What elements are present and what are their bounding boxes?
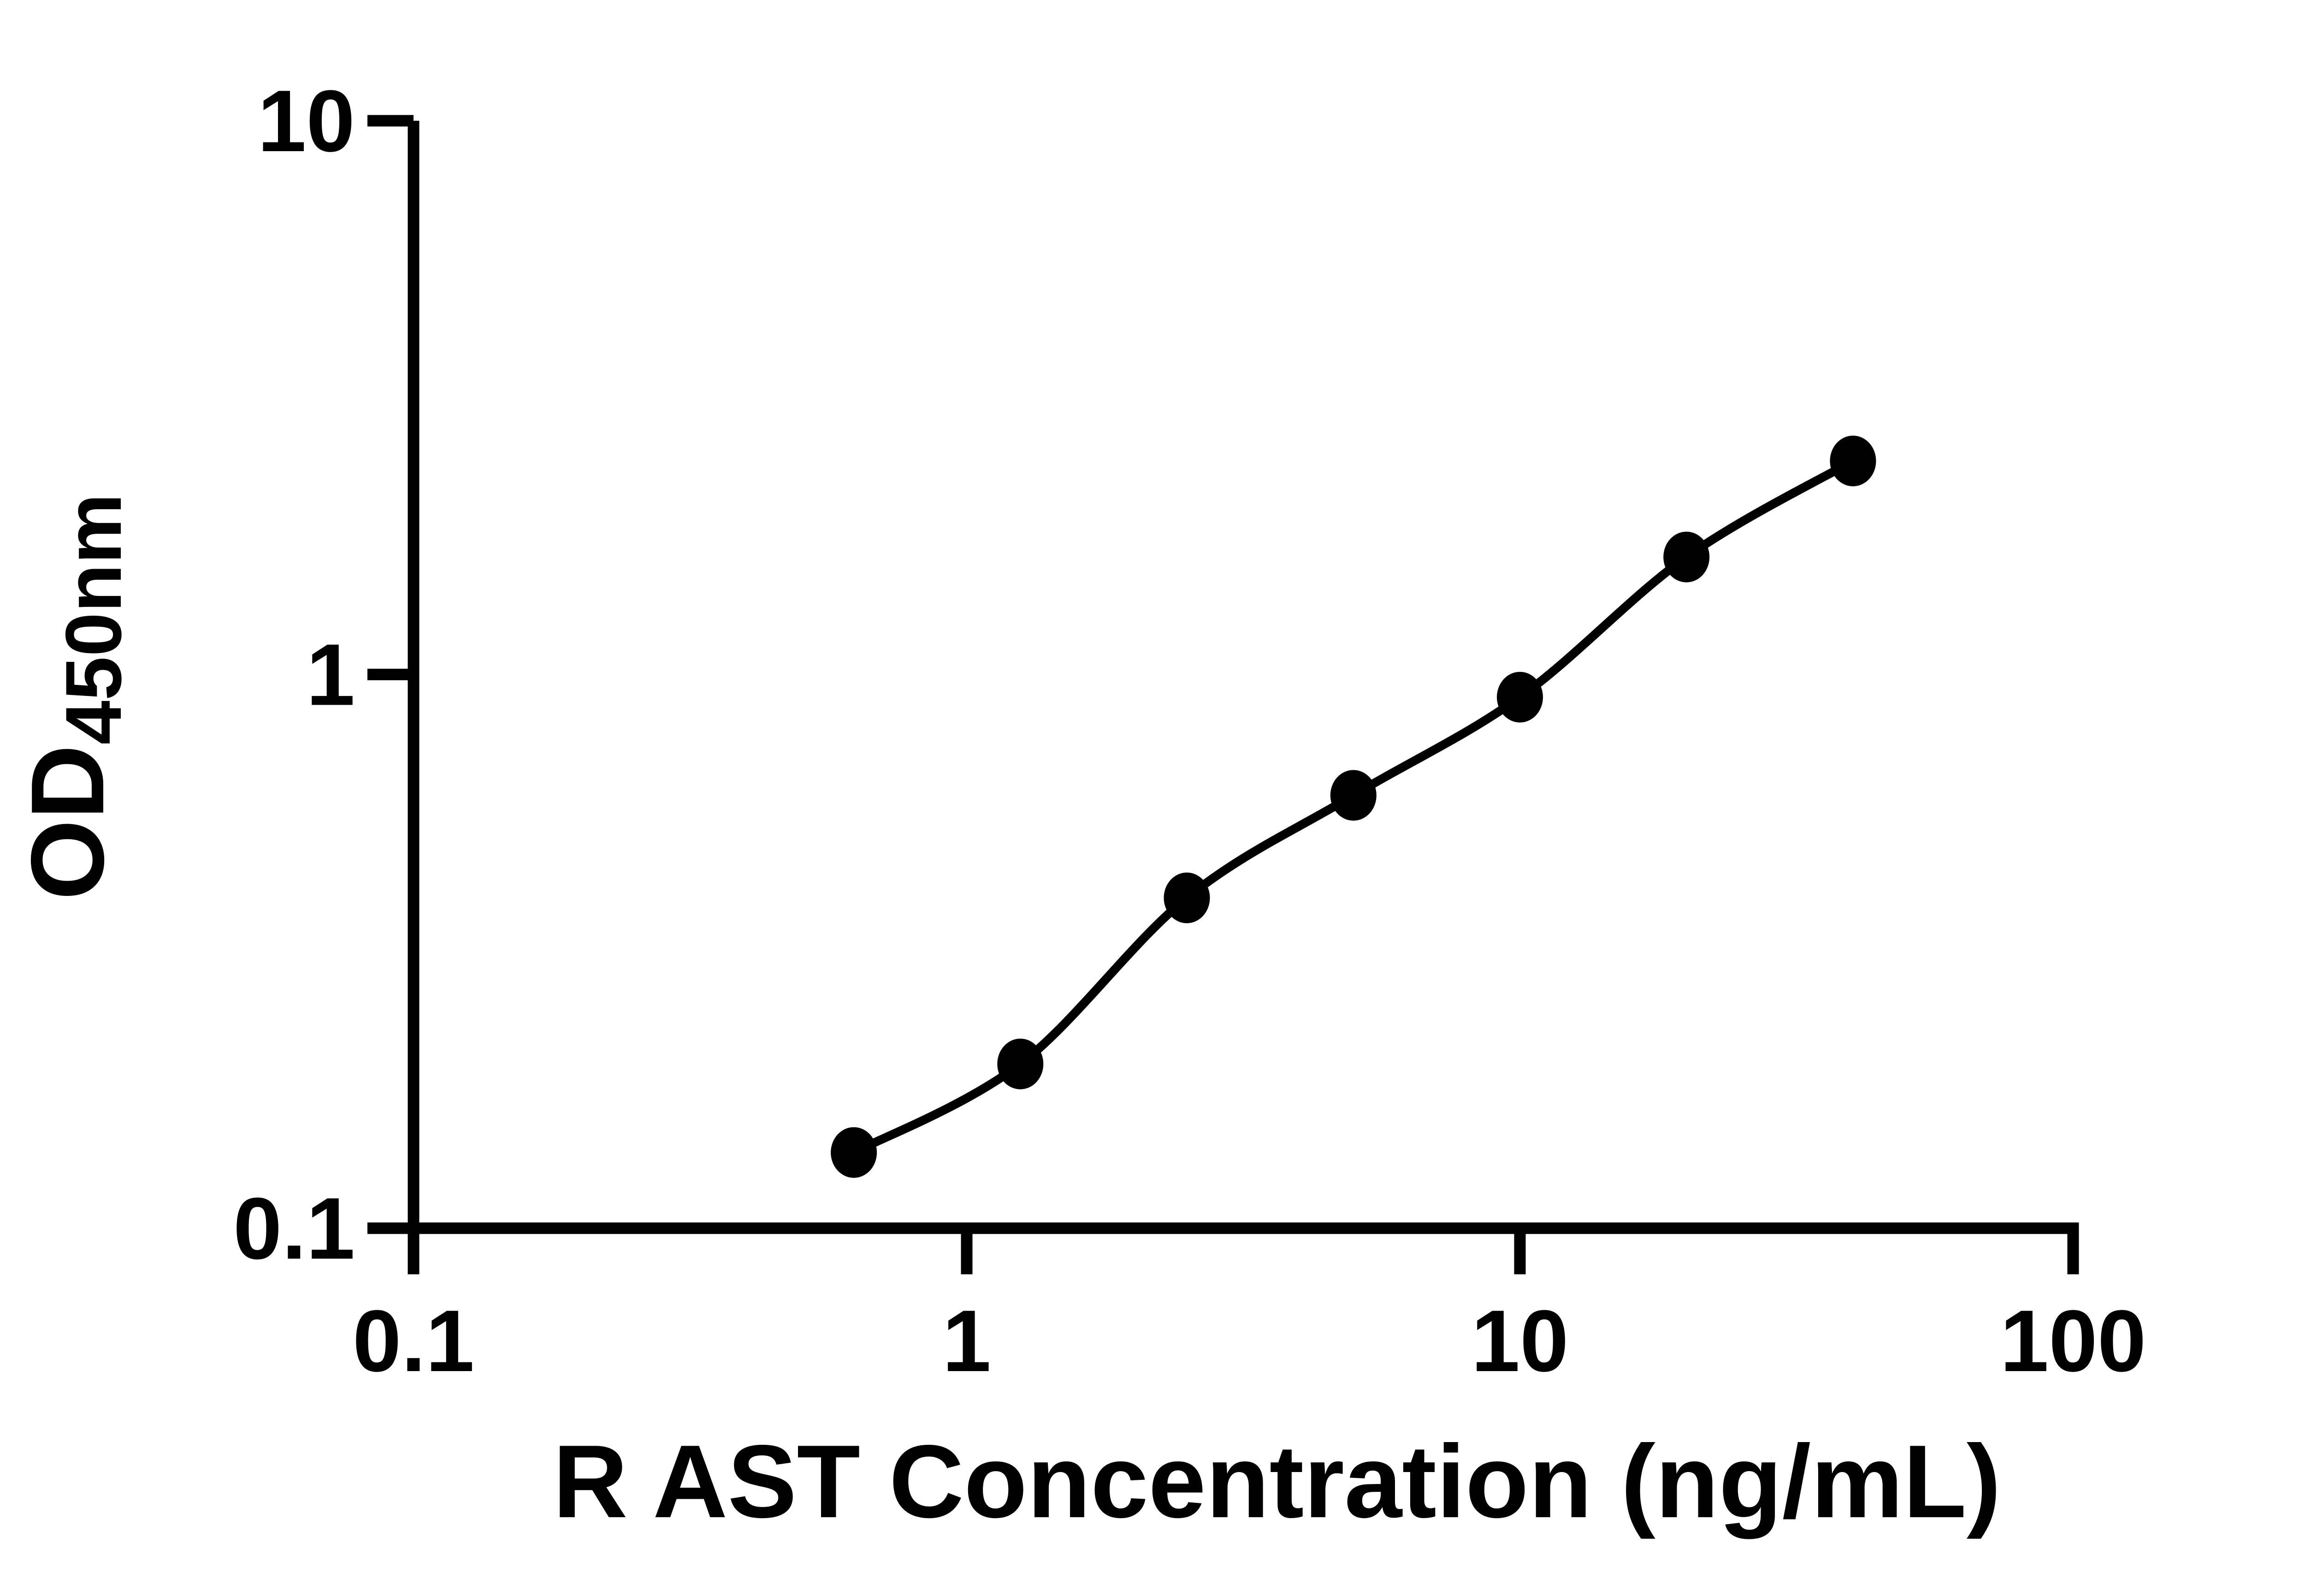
x-tick-label: 100 [2000, 1292, 2146, 1390]
data-point [831, 1127, 877, 1178]
data-point [1663, 531, 1710, 583]
data-point [1164, 872, 1210, 924]
data-points [831, 436, 1876, 1178]
y-tick-label: 0.1 [233, 1180, 355, 1278]
y-tick-label: 1 [306, 626, 355, 724]
y-axis-title-main: OD [9, 745, 125, 901]
y-axis-title-subscript: 450nm [49, 494, 138, 745]
y-axis-title: OD450nm [9, 494, 138, 900]
data-point [997, 1038, 1044, 1090]
tick-labels: 0.1 1 10 100 10 1 0.1 [233, 72, 2146, 1390]
y-tick-label: 10 [258, 72, 355, 170]
x-tick-label: 0.1 [353, 1292, 474, 1390]
axis-ticks [367, 115, 2079, 1274]
data-point [1497, 671, 1543, 723]
data-point [1330, 770, 1377, 821]
x-tick-label: 10 [1471, 1292, 1568, 1390]
x-axis-title: R AST Concentration (ng/mL) [553, 1423, 2001, 1539]
data-point [1830, 436, 1876, 487]
x-tick-label: 1 [942, 1292, 991, 1390]
